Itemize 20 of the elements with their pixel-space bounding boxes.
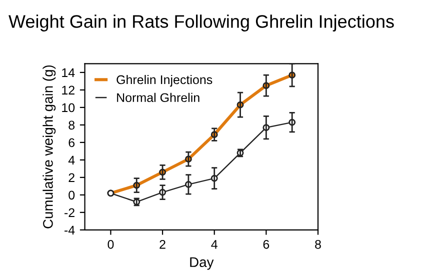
y-tick-label: 8 (68, 120, 75, 130)
legend-label: Normal Ghrelin (117, 92, 200, 102)
x-tick-label: 4 (211, 240, 218, 249)
y-tick-label: 2 (68, 173, 74, 182)
x-tick-label: 6 (263, 240, 270, 249)
x-tick-label: 0 (108, 240, 114, 249)
y-tick-label: 12 (62, 86, 74, 94)
y-tick-label: 0 (68, 190, 75, 200)
y-tick-label: 4 (68, 156, 75, 164)
legend-label: Ghrelin Injections (116, 74, 212, 87)
y-tick-label: -2 (64, 208, 74, 217)
chart-title: Weight Gain in Rats Following Ghrelin Injections (8, 14, 394, 32)
x-axis-title: Day (190, 257, 214, 270)
y-tick-label: 10 (62, 103, 75, 112)
y-axis-title: Cumulative weight gain (g) (42, 65, 56, 228)
y-tick-label: 14 (62, 68, 75, 77)
y-tick-label: 6 (68, 138, 75, 148)
y-tick-label: -4 (64, 226, 75, 234)
x-tick-label: 2 (160, 240, 166, 249)
x-tick-label: 8 (315, 240, 321, 249)
